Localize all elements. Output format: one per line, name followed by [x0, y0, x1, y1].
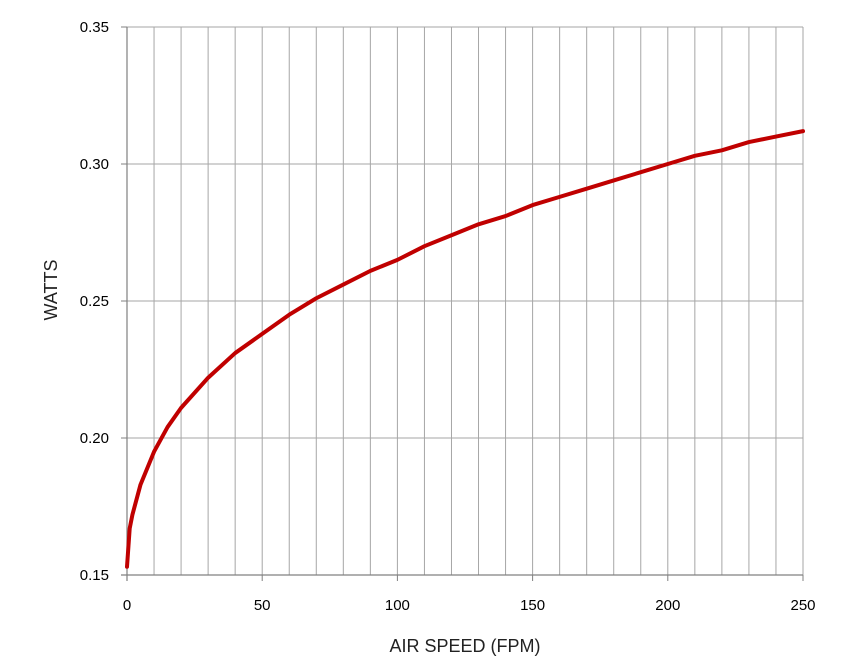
x-tick-label: 150 — [520, 597, 545, 614]
x-tick-label: 50 — [254, 597, 271, 614]
x-tick-label: 200 — [655, 597, 680, 614]
x-tick-label: 0 — [123, 597, 131, 614]
y-axis-label: WATTS — [41, 260, 61, 321]
grid — [127, 26, 804, 575]
y-tick-label: 0.35 — [80, 19, 109, 36]
y-tick-label: 0.15 — [80, 567, 109, 584]
y-tick-label: 0.20 — [80, 430, 109, 447]
x-tick-label: 250 — [790, 597, 815, 614]
x-tick-label: 100 — [385, 597, 410, 614]
x-axis-label: AIR SPEED (FPM) — [389, 636, 540, 656]
series-line — [125, 129, 805, 569]
y-tick-labels: 0.15 0.20 0.25 0.30 0.35 — [80, 19, 109, 584]
x-tick-labels: 0 50 100 150 200 250 — [123, 597, 816, 614]
axes — [121, 26, 804, 581]
y-tick-label: 0.25 — [80, 293, 109, 310]
series-group — [125, 129, 805, 569]
y-tick-label: 0.30 — [80, 156, 109, 173]
